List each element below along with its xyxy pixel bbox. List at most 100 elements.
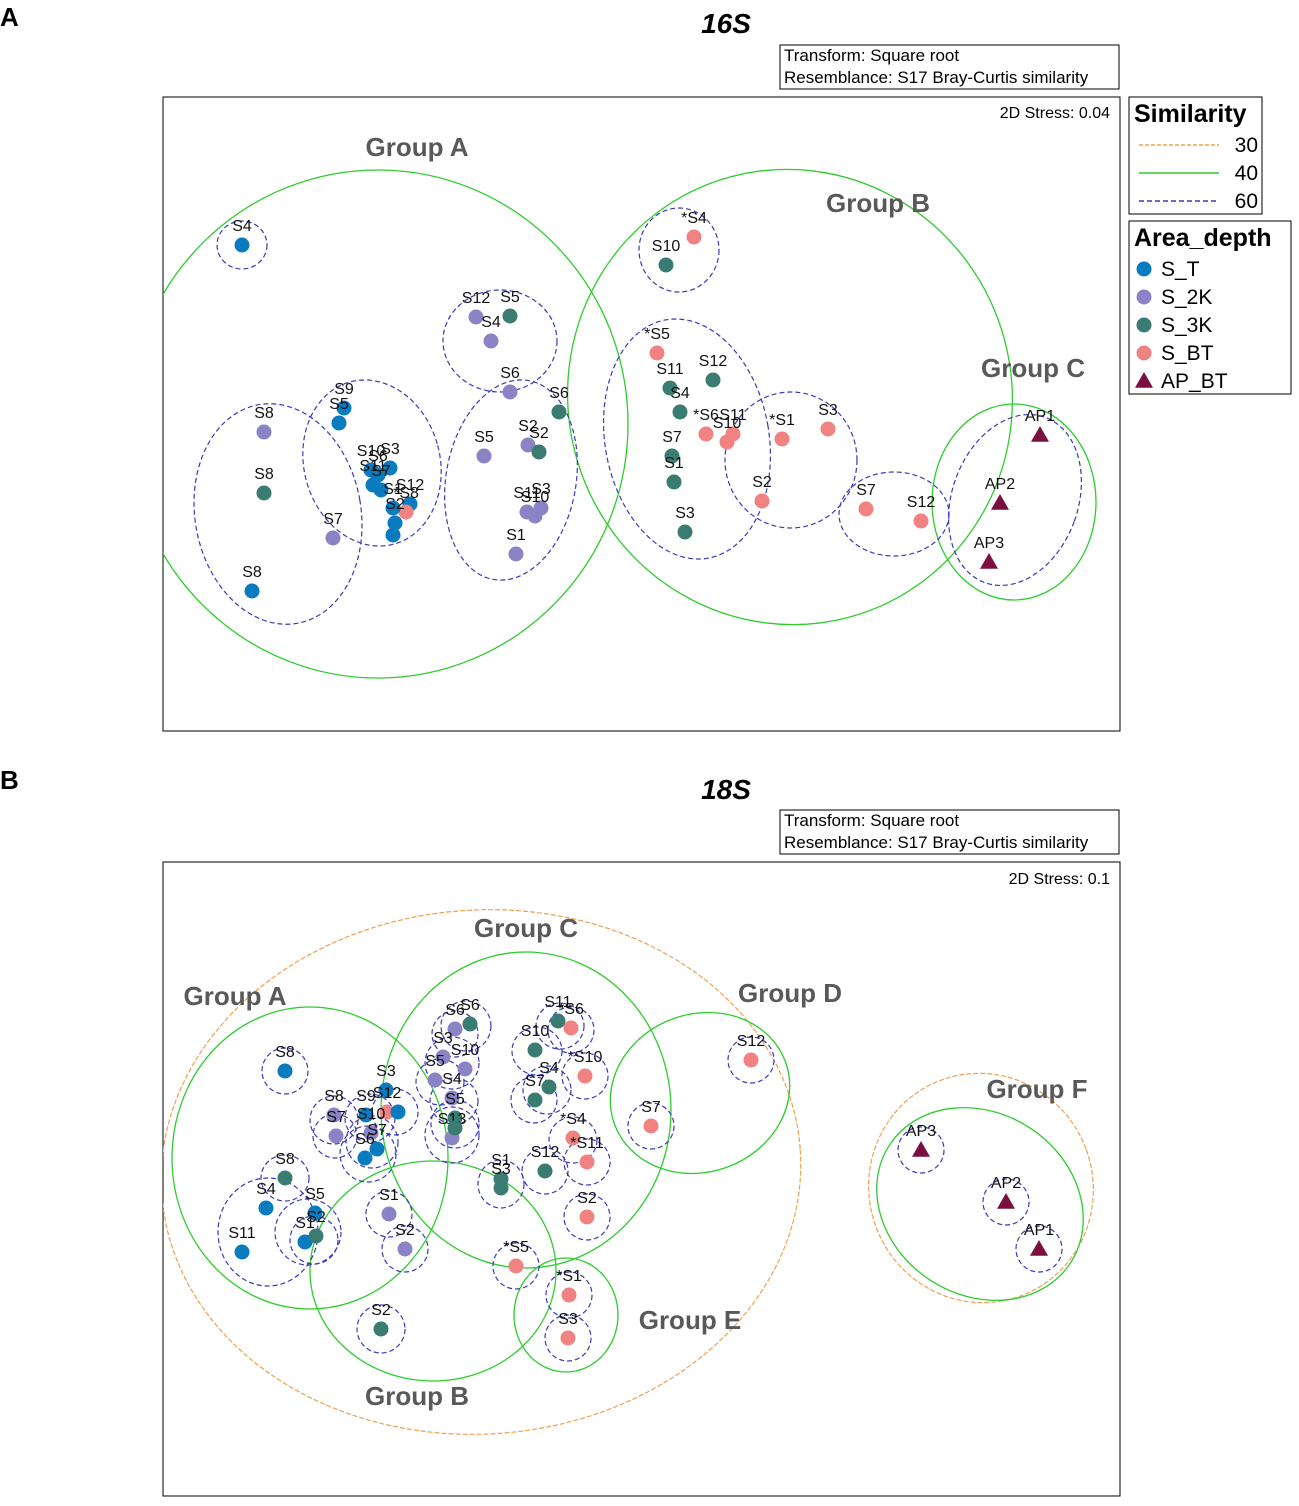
point-label: S2: [529, 425, 549, 442]
point-label: S12: [699, 353, 728, 370]
point-label: S10: [713, 415, 742, 432]
point-label: *S6: [693, 407, 719, 424]
contour-b-group-c: [380, 951, 672, 1269]
point-label: S11: [544, 994, 571, 1011]
point-label: S2: [752, 474, 772, 491]
circle-marker: [325, 530, 341, 546]
circle-marker: [551, 404, 567, 420]
circle-marker: [527, 1092, 543, 1108]
c60-b-24: [547, 1006, 595, 1054]
contour-a-group-b: [566, 168, 1014, 626]
circle-marker: [444, 1090, 460, 1106]
c60-b-11: [339, 1125, 397, 1183]
point-label: AP2: [985, 476, 1015, 493]
circle-marker: [672, 404, 688, 420]
panel-b-letter: B: [0, 765, 19, 795]
contour-a-st-cluster: [302, 379, 442, 547]
c60-b-25: [511, 1026, 563, 1076]
triangle-marker: [997, 1193, 1015, 1209]
contour-a-left: [193, 403, 363, 625]
point-label: S2: [385, 496, 405, 513]
point-label: S1: [491, 1152, 511, 1169]
point-label: S10: [521, 489, 550, 506]
triangle-marker: [912, 1141, 930, 1157]
circle-marker: [579, 1209, 595, 1225]
area-depth-legend-label: S_BT: [1161, 342, 1214, 365]
point-label: S4: [670, 385, 690, 402]
circle-marker: [373, 1321, 389, 1337]
point-label: S7: [367, 1122, 387, 1139]
c60-b-29: [548, 1116, 598, 1164]
contour-a-s12-s4: [442, 289, 558, 393]
point-label: S4: [539, 1060, 559, 1077]
point-label: S6: [355, 1131, 375, 1148]
c60-b-9: [371, 1088, 419, 1136]
point-label: S3: [558, 1311, 578, 1328]
circle-marker: [502, 384, 518, 400]
point-label: S1: [295, 1215, 315, 1232]
group-label-b-a: Group A: [183, 981, 286, 1011]
group-label-b-c: Group C: [474, 913, 578, 943]
legend-circle-swatch: [1136, 345, 1152, 361]
circle-marker: [358, 1107, 374, 1123]
point-label: S4: [256, 1181, 276, 1198]
circle-marker: [705, 372, 721, 388]
similarity-legend-label: 40: [1235, 162, 1258, 185]
circle-marker: [565, 1130, 581, 1146]
circle-marker: [774, 431, 790, 447]
point-label: S4: [232, 218, 252, 235]
triangle-marker: [1031, 426, 1049, 442]
point-label: *S1: [556, 1268, 582, 1285]
similarity-legend-label: 60: [1235, 190, 1258, 213]
triangle-marker: [991, 494, 1009, 510]
point-label: S2: [518, 418, 538, 435]
circle-marker: [398, 504, 414, 520]
circle-marker: [476, 448, 492, 464]
legend-circle-swatch: [1136, 261, 1152, 277]
circle-marker: [326, 1107, 342, 1123]
point-label: *S1: [769, 412, 795, 429]
point-label: S3: [376, 1063, 396, 1080]
point-label: S5: [329, 396, 349, 413]
c60-b-31: [521, 1147, 569, 1195]
c60-b-37: [544, 1314, 592, 1362]
circle-marker: [387, 515, 403, 531]
group-label-a-b: Group B: [826, 188, 930, 218]
point-label: S12: [373, 1085, 402, 1102]
point-label: S3: [380, 441, 400, 458]
point-label: S7: [662, 429, 682, 446]
point-label: S11: [359, 458, 386, 475]
c60-b-35: [492, 1242, 540, 1290]
contour-b-group-d: [609, 1011, 791, 1175]
point-label: S5: [445, 1091, 465, 1108]
circle-marker: [378, 1082, 394, 1098]
point-label: AP2: [991, 1175, 1021, 1192]
point-label: S8: [275, 1151, 295, 1168]
point-label: S7: [856, 482, 876, 499]
point-label: S10: [357, 443, 386, 460]
panel-a-contours: [163, 168, 1097, 679]
circle-marker: [561, 1287, 577, 1303]
point-label: S1: [664, 455, 684, 472]
circle-marker: [427, 1072, 443, 1088]
legend-circle-swatch: [1136, 317, 1152, 333]
c60-b-16: [431, 1010, 479, 1058]
point-label: S1: [379, 1187, 399, 1204]
group-label-a-c: Group C: [981, 353, 1085, 383]
contour-b-30-ap: [868, 1072, 1094, 1304]
circle-marker: [277, 1063, 293, 1079]
panel-a-plot-frame: [162, 96, 1121, 732]
circle-marker: [308, 1228, 324, 1244]
circle-marker: [331, 415, 347, 431]
circle-marker: [537, 1163, 553, 1179]
circle-marker: [508, 1258, 524, 1274]
circle-marker: [258, 1200, 274, 1216]
c60-b-13: [381, 1225, 429, 1273]
circle-marker: [664, 448, 680, 464]
contour-a-s3k: [602, 318, 772, 560]
point-label: S5: [500, 289, 520, 306]
panel-b-transform: Transform: Square root: [784, 811, 959, 830]
c60-b-38: [897, 1126, 945, 1174]
